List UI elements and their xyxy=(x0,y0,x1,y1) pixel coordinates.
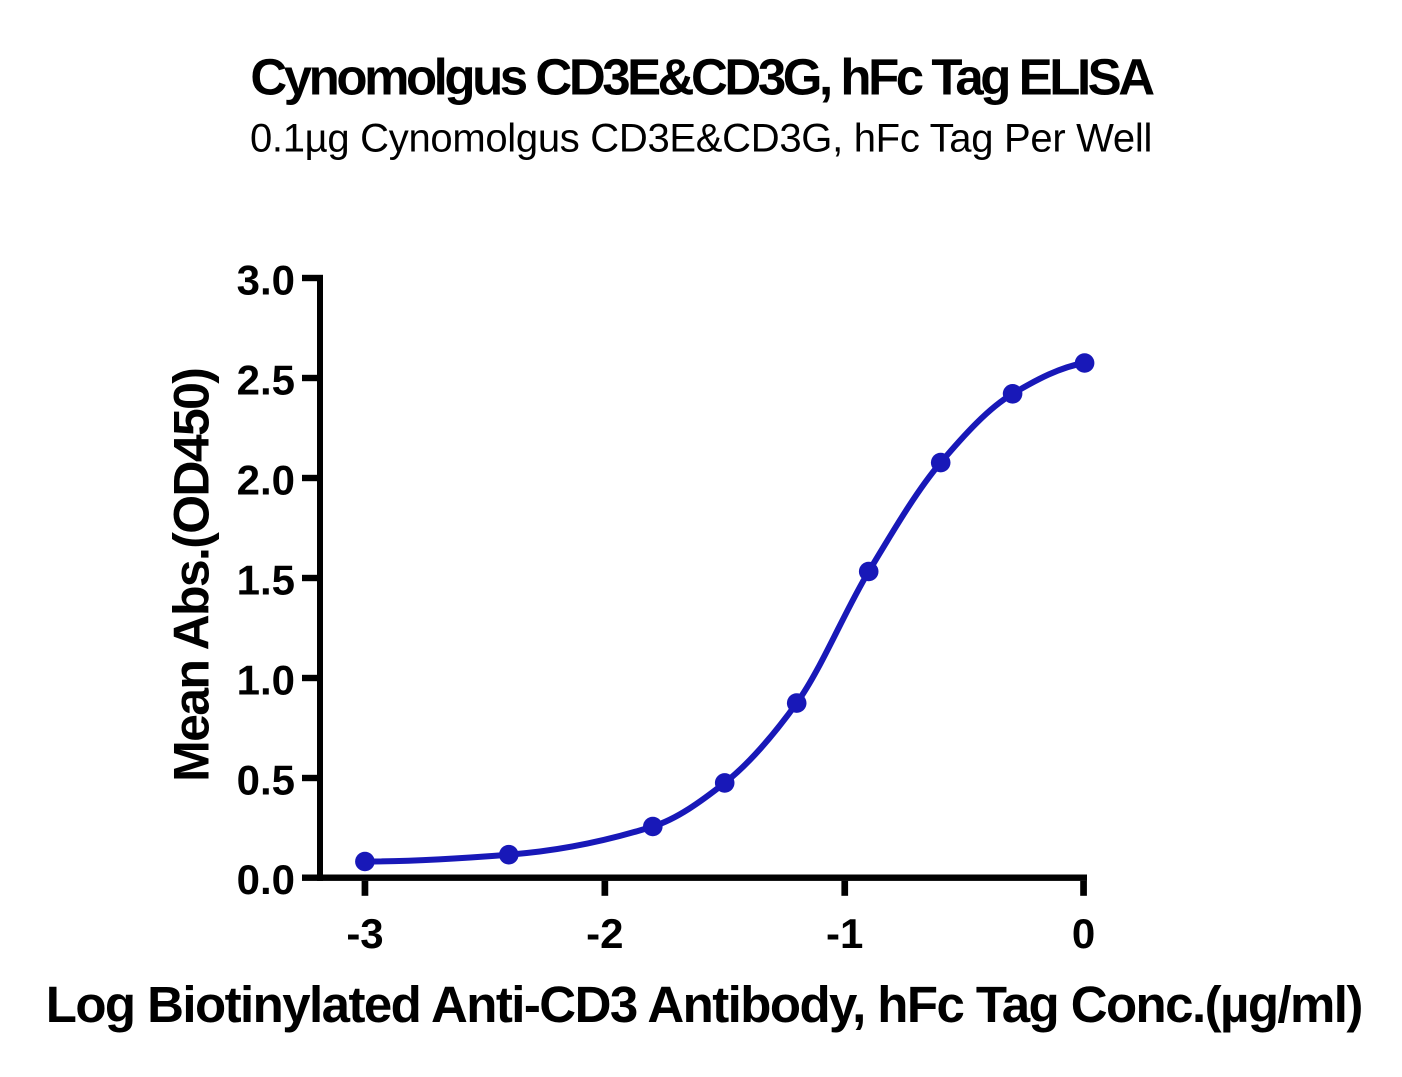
svg-text:1.5: 1.5 xyxy=(237,556,295,603)
svg-text:-3: -3 xyxy=(346,910,383,957)
svg-text:3.0: 3.0 xyxy=(237,256,295,303)
svg-text:1.0: 1.0 xyxy=(237,656,295,703)
svg-text:-2: -2 xyxy=(586,910,623,957)
svg-text:Log Biotinylated Anti-CD3 Anti: Log Biotinylated Anti-CD3 Antibody, hFc … xyxy=(46,976,1362,1033)
svg-text:-1: -1 xyxy=(826,910,863,957)
svg-text:Cynomolgus CD3E&CD3G, hFc Tag: Cynomolgus CD3E&CD3G, hFc Tag ELISA xyxy=(250,49,1154,106)
svg-text:Mean Abs.(OD450): Mean Abs.(OD450) xyxy=(163,369,219,782)
svg-text:0.0: 0.0 xyxy=(237,856,295,903)
svg-text:0.1µg Cynomolgus CD3E&CD3G, hF: 0.1µg Cynomolgus CD3E&CD3G, hFc Tag Per … xyxy=(250,117,1152,161)
svg-text:2.5: 2.5 xyxy=(237,356,295,403)
svg-text:2.0: 2.0 xyxy=(237,456,295,503)
svg-text:0.5: 0.5 xyxy=(237,756,295,803)
svg-text:0: 0 xyxy=(1072,910,1095,957)
